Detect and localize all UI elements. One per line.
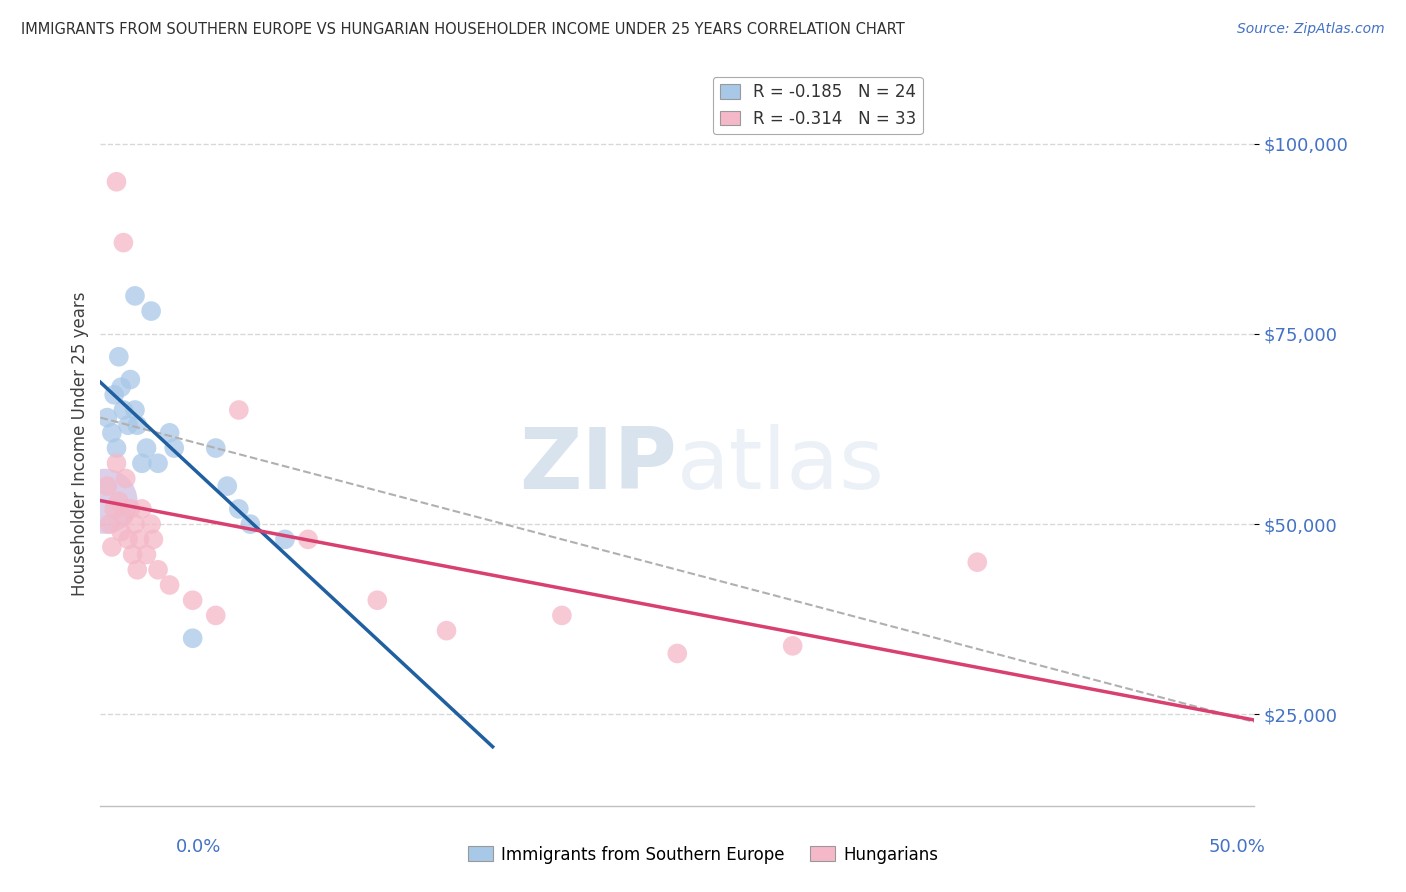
Point (436, 624, 458, 638)
Point (112, 235, 135, 250)
Point (163, 441, 186, 455)
Point (782, 639, 804, 653)
Point (239, 517, 262, 532)
Point (128, 533, 150, 547)
Point (366, 593, 388, 607)
Text: 0.0%: 0.0% (176, 838, 221, 856)
Point (139, 304, 162, 318)
Point (551, 608, 574, 623)
Point (121, 548, 143, 562)
Point (142, 533, 165, 547)
Point (108, 350, 131, 364)
Point (103, 502, 125, 516)
Point (181, 593, 204, 607)
Point (120, 373, 142, 387)
Y-axis label: Householder Income Under 25 years: Householder Income Under 25 years (72, 292, 89, 597)
Point (124, 403, 146, 417)
Point (105, 456, 128, 470)
Point (103, 388, 125, 402)
Point (966, 555, 988, 569)
Point (98, 517, 121, 532)
Text: Source: ZipAtlas.com: Source: ZipAtlas.com (1237, 22, 1385, 37)
Point (274, 533, 297, 547)
Point (127, 418, 149, 433)
Point (110, 380, 132, 394)
Point (110, 524, 132, 539)
Text: atlas: atlas (678, 425, 886, 508)
Point (114, 471, 136, 485)
Point (101, 425, 124, 440)
Point (159, 578, 181, 592)
Point (94, 494, 117, 508)
Point (96, 479, 118, 493)
Point (204, 441, 226, 455)
Point (117, 533, 139, 547)
Point (297, 533, 319, 547)
Point (204, 608, 226, 623)
Point (146, 456, 169, 470)
Point (96, 410, 118, 425)
Point (228, 403, 250, 417)
Point (159, 425, 181, 440)
Point (135, 548, 157, 562)
Point (117, 418, 139, 433)
Legend: Immigrants from Southern Europe, Hungarians: Immigrants from Southern Europe, Hungari… (461, 839, 945, 871)
Point (112, 403, 135, 417)
Point (120, 502, 142, 516)
Point (181, 632, 204, 646)
Point (131, 502, 153, 516)
Point (135, 441, 157, 455)
Text: 50.0%: 50.0% (1209, 838, 1265, 856)
Point (139, 517, 162, 532)
Point (124, 517, 146, 532)
Point (666, 647, 689, 661)
Point (105, 441, 128, 455)
Legend: R = -0.185   N = 24, R = -0.314   N = 33: R = -0.185 N = 24, R = -0.314 N = 33 (713, 77, 922, 135)
Point (101, 540, 124, 554)
Point (131, 456, 153, 470)
Point (105, 175, 128, 189)
Point (127, 563, 149, 577)
Point (228, 502, 250, 516)
Text: ZIP: ZIP (520, 425, 678, 508)
Point (112, 509, 135, 524)
Point (146, 563, 169, 577)
Point (108, 494, 131, 508)
Text: IMMIGRANTS FROM SOUTHERN EUROPE VS HUNGARIAN HOUSEHOLDER INCOME UNDER 25 YEARS C: IMMIGRANTS FROM SOUTHERN EUROPE VS HUNGA… (21, 22, 905, 37)
Point (124, 289, 146, 303)
Point (217, 479, 239, 493)
